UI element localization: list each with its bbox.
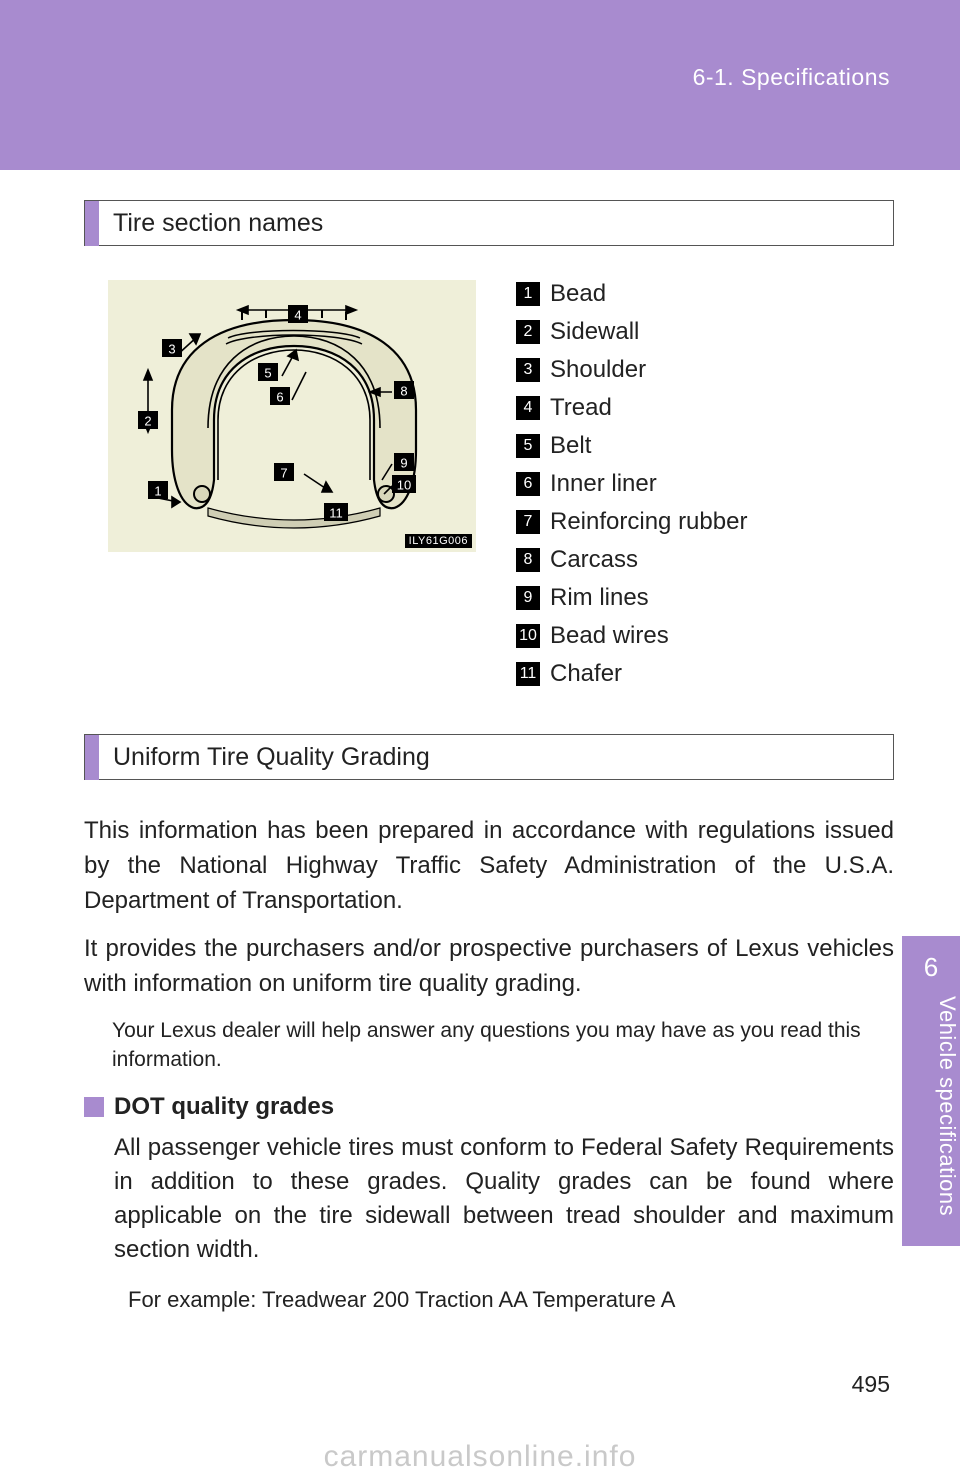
content: Tire section names <box>84 200 894 1313</box>
callout-number: 3 <box>168 342 175 357</box>
page-number: 495 <box>852 1371 890 1398</box>
legend-badge: 2 <box>516 320 540 344</box>
legend-item: 2 Sidewall <box>516 318 894 346</box>
legend-label: Tread <box>550 394 612 422</box>
legend-item: 4 Tread <box>516 394 894 422</box>
utqg-note: Your Lexus dealer will help answer any q… <box>112 1016 894 1075</box>
legend-badge: 7 <box>516 510 540 534</box>
legend-item: 11 Chafer <box>516 660 894 688</box>
legend-label: Sidewall <box>550 318 639 346</box>
legend-label: Reinforcing rubber <box>550 508 747 536</box>
section-header-tire-names: Tire section names <box>84 200 894 246</box>
callout-number: 4 <box>294 308 301 323</box>
side-tab: 6 Vehicle specifications <box>902 936 960 1246</box>
legend-badge: 3 <box>516 358 540 382</box>
utqg-paragraph-1: This information has been prepared in ac… <box>84 814 894 918</box>
legend-badge: 1 <box>516 282 540 306</box>
side-tab-label: Vehicle specifications <box>902 996 960 1236</box>
legend-item: 3 Shoulder <box>516 356 894 384</box>
utqg-paragraph-2: It provides the purchasers and/or prospe… <box>84 932 894 1002</box>
tire-diagram: 1 2 3 4 56 7 8 9 10 11 ILY61G006 <box>108 280 476 552</box>
legend-label: Inner liner <box>550 470 657 498</box>
legend-item: 8 Carcass <box>516 546 894 574</box>
top-banner: 6-1. Specifications <box>0 0 960 170</box>
sub-heading-text: DOT quality grades <box>114 1093 334 1121</box>
section-accent-bar <box>85 735 99 780</box>
bullet-square-icon <box>84 1097 104 1117</box>
section-title: Uniform Tire Quality Grading <box>113 743 430 772</box>
chapter-number: 6 <box>902 952 960 983</box>
watermark: carmanualsonline.info <box>0 1440 960 1474</box>
legend-label: Shoulder <box>550 356 646 384</box>
legend-list: 1 Bead 2 Sidewall 3 Shoulder 4 Tread 5 Belt 6 Inner… <box>516 280 894 698</box>
legend-item: 1 Bead <box>516 280 894 308</box>
legend-item: 10 Bead wires <box>516 622 894 650</box>
page: 6-1. Specifications 6 Vehicle specificat… <box>0 0 960 1484</box>
legend-badge: 9 <box>516 586 540 610</box>
legend-badge: 8 <box>516 548 540 572</box>
legend-badge: 4 <box>516 396 540 420</box>
legend-item: 7 Reinforcing rubber <box>516 508 894 536</box>
figure-row: 1234567891011 ILY61G006 1Bead2Sidewall3S… <box>84 280 894 698</box>
legend-badge: 10 <box>516 624 540 648</box>
callout-number: 2 <box>144 414 151 429</box>
legend-item: 6 Inner liner <box>516 470 894 498</box>
legend-label: Belt <box>550 432 591 460</box>
callout-number: 9 <box>400 456 407 471</box>
dot-example: For example: Treadwear 200 Traction AA T… <box>128 1287 894 1313</box>
dot-body: All passenger vehicle tires must conform… <box>114 1131 894 1267</box>
section-header-utqg: Uniform Tire Quality Grading <box>84 734 894 780</box>
callout-number: 5 <box>264 366 271 381</box>
sub-heading-dot: DOT quality grades <box>84 1093 894 1121</box>
callout-number: 8 <box>400 384 407 399</box>
figure-id-tag: ILY61G006 <box>405 534 472 548</box>
legend-badge: 6 <box>516 472 540 496</box>
callout-number: 11 <box>329 506 343 521</box>
legend-badge: 5 <box>516 434 540 458</box>
breadcrumb: 6-1. Specifications <box>693 64 890 91</box>
legend-label: Chafer <box>550 660 622 688</box>
legend-item: 5 Belt <box>516 432 894 460</box>
callout-number: 10 <box>397 478 411 493</box>
callout-number: 1 <box>154 484 161 499</box>
legend-label: Carcass <box>550 546 638 574</box>
legend-label: Bead wires <box>550 622 669 650</box>
legend-label: Rim lines <box>550 584 649 612</box>
callout-number: 7 <box>280 466 287 481</box>
legend-badge: 11 <box>516 662 540 686</box>
section-title: Tire section names <box>113 209 323 238</box>
section-accent-bar <box>85 201 99 246</box>
legend-label: Bead <box>550 280 606 308</box>
legend-item: 9 Rim lines <box>516 584 894 612</box>
tire-diagram-svg: 1 2 3 4 56 7 8 9 10 11 <box>108 280 476 552</box>
callout-number: 6 <box>276 390 283 405</box>
